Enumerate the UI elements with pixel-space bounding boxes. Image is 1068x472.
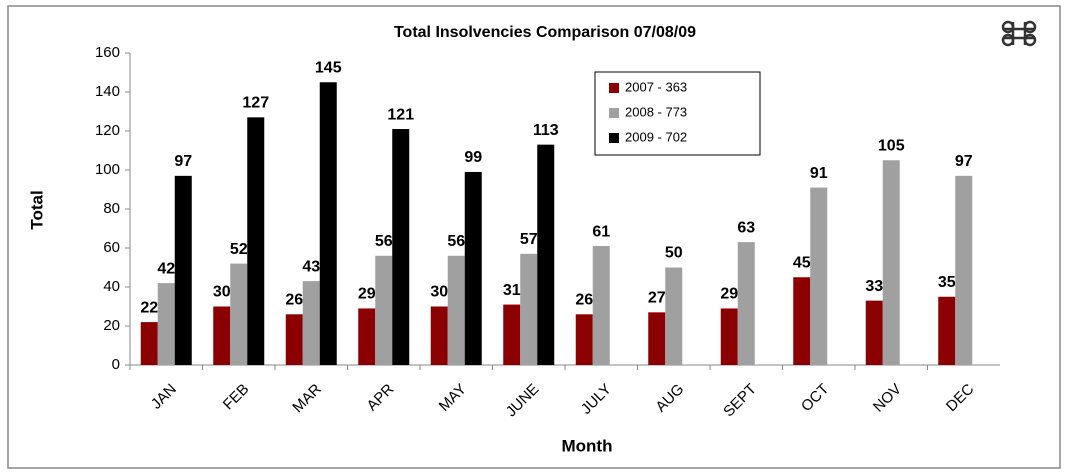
- value-label: 27: [648, 290, 666, 307]
- value-label: 42: [157, 260, 175, 277]
- bar: [955, 175, 973, 365]
- bar: [247, 117, 265, 365]
- legend-swatch: [609, 133, 619, 143]
- y-tick-label: 120: [95, 122, 120, 139]
- bar: [882, 160, 900, 365]
- value-label: 99: [464, 149, 482, 166]
- value-label: 52: [230, 241, 248, 258]
- legend-label: 2008 - 773: [625, 104, 687, 119]
- bar: [464, 171, 482, 365]
- value-label: 145: [315, 59, 342, 76]
- y-axis-title: Total: [27, 190, 46, 229]
- value-label: 30: [430, 284, 448, 301]
- bar: [648, 312, 666, 365]
- value-label: 45: [793, 254, 811, 271]
- value-label: 35: [938, 274, 956, 291]
- value-label: 61: [592, 223, 610, 240]
- value-label: 97: [174, 153, 192, 170]
- value-label: 121: [387, 106, 414, 123]
- bar: [174, 175, 192, 365]
- bar: [430, 306, 448, 365]
- bar: [793, 277, 811, 365]
- bar: [213, 306, 231, 365]
- value-label: 105: [878, 137, 905, 154]
- y-tick-label: 80: [103, 200, 120, 217]
- bar: [737, 242, 755, 365]
- bar: [358, 308, 376, 365]
- bar: [157, 283, 175, 365]
- value-label: 56: [375, 233, 393, 250]
- bar: [720, 308, 738, 365]
- bar: [140, 322, 158, 365]
- value-label: 91: [810, 165, 828, 182]
- legend-box: [594, 71, 761, 156]
- value-label: 63: [737, 219, 755, 236]
- bar: [302, 281, 320, 365]
- bar: [575, 314, 593, 365]
- bar: [503, 304, 521, 365]
- legend-swatch: [609, 108, 619, 118]
- bar: [592, 246, 610, 365]
- bar: [230, 263, 248, 365]
- bar: [520, 253, 538, 365]
- logo-icon: [1001, 20, 1037, 47]
- value-label: 26: [575, 292, 593, 309]
- value-label: 26: [285, 292, 303, 309]
- value-label: 33: [865, 278, 883, 295]
- value-label: 22: [140, 299, 158, 316]
- bar: [865, 300, 883, 365]
- bar: [810, 187, 828, 365]
- x-axis-title: Month: [562, 436, 613, 455]
- value-label: 113: [533, 122, 559, 139]
- value-label: 31: [503, 282, 521, 299]
- value-label: 97: [955, 153, 973, 170]
- bar: [319, 82, 337, 365]
- bar: [285, 314, 303, 365]
- legend-label: 2009 - 702: [625, 129, 687, 144]
- value-label: 29: [358, 286, 376, 303]
- bar: [375, 255, 393, 365]
- value-label: 43: [302, 258, 320, 275]
- y-tick-label: 100: [95, 161, 120, 178]
- bar: [665, 267, 683, 365]
- value-label: 57: [520, 231, 538, 248]
- y-tick-label: 0: [112, 356, 120, 373]
- value-label: 30: [213, 284, 231, 301]
- bar: [392, 129, 410, 365]
- value-label: 56: [447, 233, 465, 250]
- legend-swatch: [609, 83, 619, 93]
- chart-title: Total Insolvencies Comparison 07/08/09: [394, 24, 696, 41]
- bar: [537, 144, 555, 365]
- y-tick-label: 60: [103, 239, 120, 256]
- y-tick-label: 20: [103, 317, 120, 334]
- value-label: 50: [665, 245, 683, 262]
- bar: [447, 255, 465, 365]
- value-label: 29: [720, 286, 738, 303]
- legend-label: 2007 - 363: [625, 79, 687, 94]
- y-tick-label: 140: [95, 83, 120, 100]
- y-tick-label: 40: [103, 278, 120, 295]
- y-tick-label: 160: [95, 44, 120, 61]
- bar: [938, 296, 956, 365]
- value-label: 127: [242, 95, 269, 112]
